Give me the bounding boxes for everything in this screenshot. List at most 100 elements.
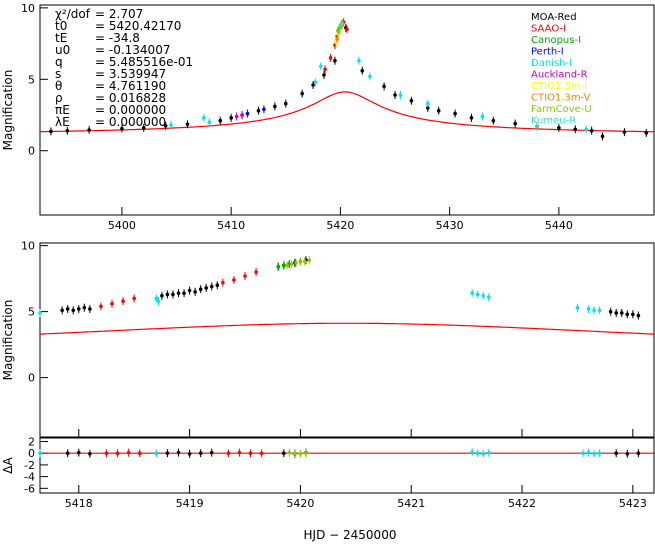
legend: MOA-RedSAAO-ICanopus-IPerth-IDanish-IAuc… [531,12,592,127]
model-curve [39,322,655,335]
data-point [304,451,308,456]
data-point [204,286,209,290]
data-point [470,450,474,454]
data-point [38,451,42,456]
data-point [169,123,173,127]
data-point [535,124,539,129]
data-point [318,64,323,69]
y-tick-label: 5 [28,73,35,86]
data-point [345,27,349,32]
data-point [110,301,114,306]
data-point [193,290,197,294]
data-point [156,299,161,303]
data-point [469,116,474,120]
param-name: q [55,55,63,69]
data-point [215,283,220,288]
legend-entry: CTIO1.3m-V [531,93,591,104]
data-point [575,305,580,310]
y-tick-label: 0 [28,372,35,385]
legend-entry: SAAO-I [531,24,566,35]
y-tick-label: -4 [24,471,35,484]
y-tick-label: 10 [21,240,35,253]
data-point [187,288,192,293]
data-point [475,451,480,456]
x-tick-label: 5419 [176,497,204,510]
data-point [368,74,372,79]
data-point [262,107,266,112]
data-point [65,307,70,311]
data-point [625,312,630,317]
data-point [281,263,286,268]
data-point [592,451,596,456]
param-name: ρ [55,91,63,105]
param-value: = 5420.42170 [95,19,181,33]
data-point [293,451,297,456]
data-point [597,451,602,456]
plot-frame [39,4,655,216]
param-name: u0 [55,43,70,57]
data-point [289,262,294,266]
data-point [160,293,164,298]
data-point [198,287,203,291]
data-point [176,291,181,295]
data-point [209,450,214,455]
model-curve [40,91,655,133]
data-point [65,451,70,456]
data-point [234,114,239,119]
x-tick-label: 5423 [619,497,647,510]
x-tick-label: 5430 [436,219,464,232]
param-value: = 2.707 [95,7,143,21]
data-point [303,259,307,264]
legend-entry: MOA-Red [531,12,577,23]
y-tick-label: -2 [24,459,35,472]
plot-frame [39,437,655,494]
data-point [622,130,627,134]
param-name: χ²/dof [55,7,91,21]
data-point [254,270,258,274]
data-point [132,296,136,301]
data-point [240,113,244,117]
data-point [328,56,333,60]
data-point [586,307,591,311]
data-point [631,312,635,317]
data-point [425,106,430,110]
data-point [248,451,253,456]
data-point [436,108,441,113]
param-value: = 0.000000 [95,103,166,117]
data-point [154,451,159,456]
data-point [259,451,264,456]
param-value: = 3.539947 [95,67,166,81]
param-value: = -34.8 [95,31,140,45]
y-axis-label: Magnification [1,70,15,151]
data-point [307,258,312,262]
data-point [120,126,124,131]
data-point [300,91,304,96]
param-value: = 4.761190 [95,79,166,93]
data-point [218,118,223,123]
y-tick-label: 0 [28,145,35,158]
data-point [298,451,303,456]
data-point [163,123,168,128]
data-point [481,293,486,298]
data-point [481,451,486,456]
data-point [589,128,594,133]
x-tick-label: 5420 [326,219,354,232]
data-point [121,299,125,303]
data-point [597,308,602,313]
legend-entry: Danish-I [531,58,572,69]
full-lightcurve-panel: 0 5 10 5400 5410 5420 5430 5440 Magnification [1,2,655,232]
data-point [165,451,170,456]
plot-frame [39,242,655,438]
data-point [357,58,361,63]
data-point [573,127,578,132]
data-point [636,451,641,456]
data-point [256,108,261,113]
data-point [581,451,585,456]
legend-entry: CTIO1.3m-I [531,81,587,92]
data-point [49,129,53,134]
data-point [409,98,414,103]
data-point [586,450,591,455]
param-value: = 0.000000 [95,115,166,129]
data-point [323,67,327,72]
data-point [398,93,403,97]
